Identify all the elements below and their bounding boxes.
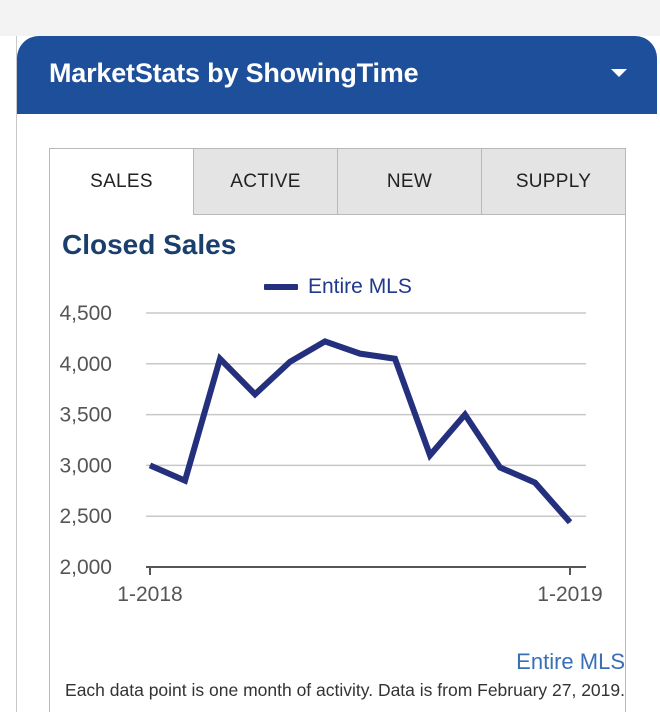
tab-new[interactable]: NEW: [337, 149, 481, 215]
y-tick-label: 2,000: [59, 556, 112, 579]
chart-legend: Entire MLS: [264, 275, 412, 299]
legend-swatch: [264, 284, 298, 290]
legend-label: Entire MLS: [308, 275, 412, 298]
data-point: [534, 482, 536, 484]
tab-supply[interactable]: SUPPLY: [481, 149, 625, 215]
tab-bar: SALES ACTIVE NEW SUPPLY: [50, 149, 625, 215]
data-point: [429, 454, 431, 456]
y-tick-label: 3,000: [59, 454, 112, 477]
stats-panel: SALES ACTIVE NEW SUPPLY Closed Sales Ent…: [49, 148, 626, 712]
entire-mls-link[interactable]: Entire MLS: [516, 649, 625, 674]
data-point: [359, 353, 361, 355]
data-point: [499, 466, 501, 468]
chart-title: Closed Sales: [62, 229, 237, 260]
data-point: [569, 521, 571, 523]
data-point: [184, 480, 186, 482]
chevron-down-icon[interactable]: [611, 69, 627, 77]
widget-header: MarketStats by ShowingTime: [17, 36, 657, 114]
x-tick-label: 1-2018: [117, 583, 182, 606]
top-strip: [0, 0, 660, 36]
tab-sales[interactable]: SALES: [50, 149, 193, 215]
data-point: [289, 361, 291, 363]
data-point: [219, 358, 221, 360]
y-tick-label: 4,500: [59, 302, 112, 325]
y-tick-label: 4,000: [59, 353, 112, 376]
x-tick-label: 1-2019: [537, 583, 602, 606]
data-footnote: Each data point is one month of activity…: [65, 680, 625, 700]
widget-title: MarketStats by ShowingTime: [49, 58, 419, 88]
y-tick-label: 2,500: [59, 505, 112, 528]
data-point: [149, 464, 151, 466]
data-point: [394, 358, 396, 360]
series-line-entire-mls: [148, 338, 573, 525]
data-point: [464, 414, 466, 416]
marketstats-widget: MarketStats by ShowingTime SALES ACTIVE …: [16, 36, 657, 712]
y-tick-label: 3,500: [59, 404, 112, 427]
data-point: [324, 340, 326, 342]
data-point: [254, 393, 256, 395]
tab-active[interactable]: ACTIVE: [193, 149, 337, 215]
